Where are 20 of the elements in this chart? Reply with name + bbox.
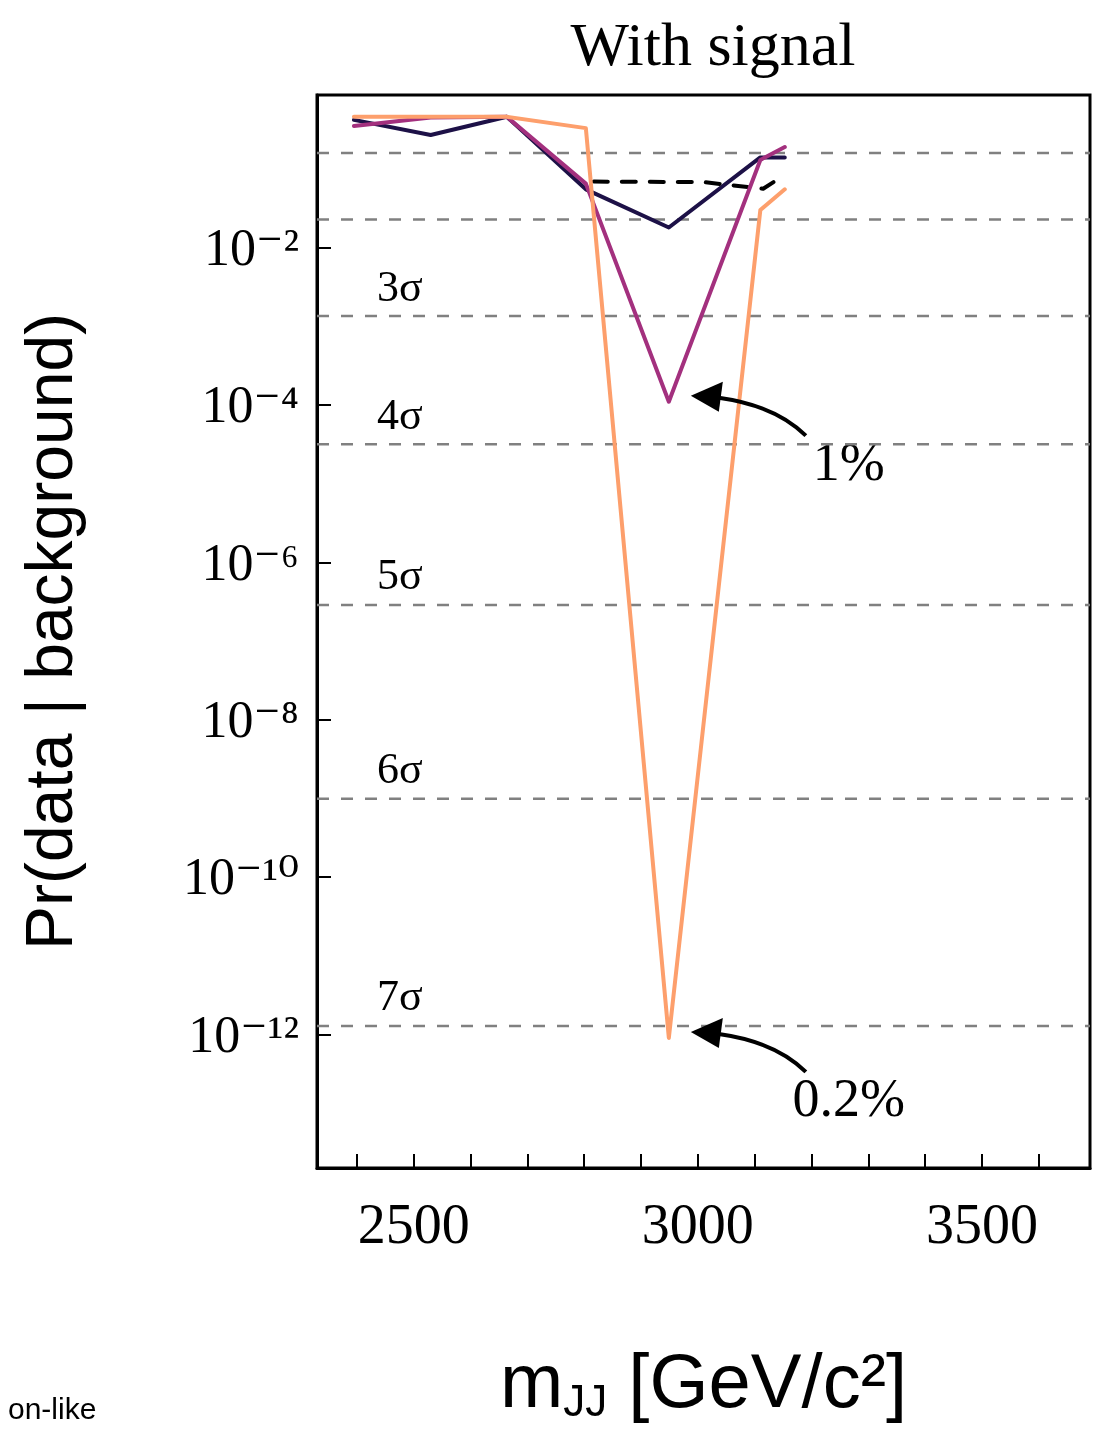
y-tick-label: 10⁻¹²	[188, 1005, 299, 1063]
line-series	[351, 114, 787, 1040]
text: on-like	[8, 1391, 97, 1425]
y-tick-label: 10⁻⁴	[201, 376, 299, 434]
x-tick-label: 3000	[641, 1193, 754, 1255]
x-tick-label: 2500	[357, 1193, 470, 1255]
ref-line-label: 7σ	[377, 971, 423, 1021]
annotation: 1%	[812, 431, 885, 492]
y-axis-title: Pr(data | background)	[12, 312, 86, 951]
y-tick-label: 10⁻¹⁰	[183, 848, 299, 906]
chart-title: With signal	[570, 10, 856, 78]
ref-line-label: 3σ	[377, 261, 423, 311]
ref-line-label: 6σ	[377, 744, 423, 794]
annotation: 0.2%	[792, 1067, 906, 1128]
y-tick-label: 10⁻⁶	[201, 533, 299, 591]
ref-line-label: 4σ	[377, 389, 423, 439]
y-tick-label: 10⁻⁸	[201, 691, 299, 749]
x-tick-label: 3500	[926, 1193, 1039, 1255]
y-tick-label: 10⁻²	[203, 219, 299, 277]
ref-line-label: 5σ	[377, 550, 423, 600]
